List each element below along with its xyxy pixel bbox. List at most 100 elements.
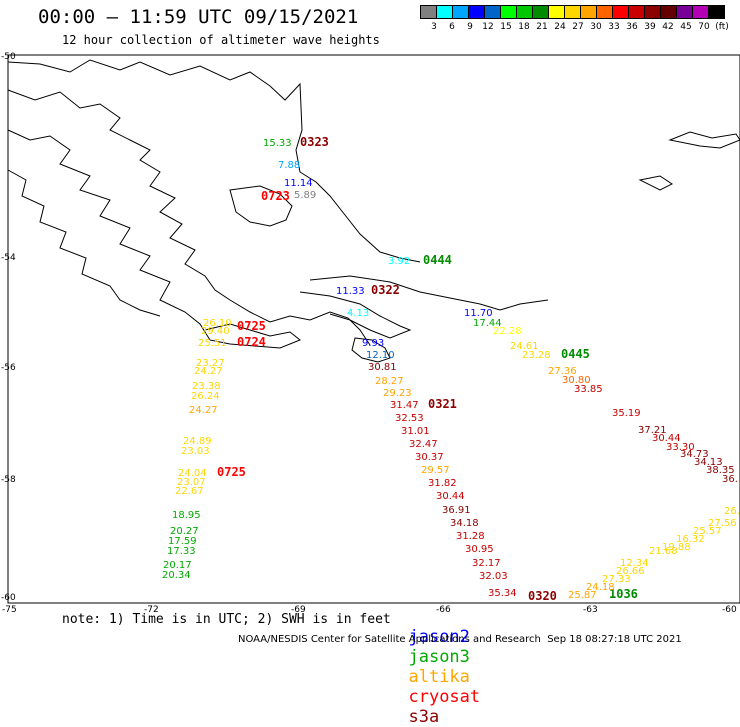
- pass-time: 0444: [423, 253, 452, 267]
- colorbar-label: 6: [449, 22, 455, 32]
- wave-height-value: 26.66: [616, 566, 645, 577]
- wave-height-value: 28.27: [375, 376, 404, 387]
- wave-height-value: 31.01: [401, 426, 430, 437]
- wave-height-value: 12.10: [366, 350, 395, 361]
- colorbar-label: 15: [500, 22, 512, 32]
- satellite-legend: jason2 jason3 altika cryosat s3a: [388, 607, 480, 727]
- wave-height-value: 24.61: [510, 341, 539, 352]
- altimeter-map: -75 -72 -69 -66 -63 -60 -50 -54 -56 -58 …: [1, 52, 740, 615]
- pass-time: 0323: [300, 135, 329, 149]
- wave-height-value: 16.32: [676, 534, 705, 545]
- wave-height-value: 17.33: [167, 546, 196, 557]
- wave-height-value: 11.14: [284, 178, 313, 189]
- wave-height-value: 30.37: [415, 452, 444, 463]
- map-frame: [7, 54, 740, 604]
- wave-height-value: 22.67: [175, 486, 204, 497]
- wave-height-value: 33.85: [574, 384, 603, 395]
- lat-tick-label: -56: [1, 363, 16, 373]
- wave-height-value: 24.04: [178, 468, 207, 479]
- colorbar-label: 12: [482, 22, 494, 32]
- wave-height-value: 33.30: [666, 442, 695, 453]
- wave-height-value: 26.24: [191, 391, 220, 402]
- wave-height-value: 30.95: [465, 544, 494, 555]
- wave-height-value: 23.38: [192, 381, 221, 392]
- wave-height-value: 31.82: [428, 478, 457, 489]
- wave-height-value: 11.33: [336, 286, 365, 297]
- wave-height-value: 30.81: [368, 362, 397, 373]
- pass-time: 0724: [237, 335, 266, 349]
- wave-height-value: 20.17: [163, 560, 192, 571]
- footnote: note: 1) Time is in UTC; 2) SWH is in fe…: [62, 612, 391, 627]
- pass-time: 0723: [261, 189, 290, 203]
- lon-tick-label: -75: [2, 605, 17, 615]
- lon-tick-label: -69: [291, 605, 306, 615]
- pass-time: 1036: [609, 587, 638, 601]
- wave-height-value: 19.88: [662, 542, 691, 553]
- legend-item-s3a: s3a: [408, 707, 440, 727]
- colorbar-label: 36: [626, 22, 638, 32]
- wave-height-value: 23.27: [196, 358, 225, 369]
- wave-height-value: 32.17: [472, 558, 501, 569]
- wave-height-value: 12.34: [620, 558, 649, 569]
- wave-height-value: 18.95: [172, 510, 201, 521]
- wave-height-value: 22.28: [493, 326, 522, 337]
- pass-time: 0320: [528, 589, 557, 603]
- wave-height-value: 11.70: [464, 308, 493, 319]
- wave-height-value: 34.73: [680, 449, 709, 460]
- wave-height-value: 5.89: [294, 190, 316, 201]
- wave-height-value: 4.13: [347, 308, 369, 319]
- wave-height-value: 26.10: [203, 318, 232, 329]
- wave-height-value: 21.68: [649, 546, 678, 557]
- wave-height-value: 24.27: [194, 366, 223, 377]
- wave-height-value: 32.03: [479, 571, 508, 582]
- wave-height-value: 27.36: [548, 366, 577, 377]
- wave-height-value: 38.35: [706, 465, 735, 476]
- longitude-tick-labels: -75 -72 -69 -66 -63 -60: [2, 605, 737, 615]
- wave-height-value: 32.53: [395, 413, 424, 424]
- legend-item-altika: altika: [408, 667, 470, 687]
- colorbar-label: 33: [608, 22, 620, 32]
- wave-height-value: 35.19: [612, 408, 641, 419]
- pass-time: 0321: [428, 397, 457, 411]
- map-subtitle: 12 hour collection of altimeter wave hei…: [62, 33, 380, 47]
- map-title: 00:00 – 11:59 UTC 09/15/2021: [38, 6, 359, 28]
- pass-time: 0445: [561, 347, 590, 361]
- wave-height-value: 27.33: [602, 574, 631, 585]
- lon-tick-label: -60: [722, 605, 737, 615]
- colorbar-swatch: [708, 5, 725, 19]
- pass-time: 0725: [217, 465, 246, 479]
- colorbar-label: 45: [680, 22, 692, 32]
- wave-height-value: 24.27: [189, 405, 218, 416]
- lat-tick-label: -54: [1, 253, 16, 263]
- colorbar-label: 27: [572, 22, 584, 32]
- wave-height-value: 30.44: [436, 491, 465, 502]
- lat-tick-label: -60: [1, 593, 16, 603]
- wave-height-value: 30.80: [562, 375, 591, 386]
- wave-height-value: 20.34: [162, 570, 191, 581]
- wave-height-value: 30.44: [652, 433, 681, 444]
- colorbar-label: 42: [662, 22, 674, 32]
- wave-height-value: 24.89: [183, 436, 212, 447]
- wave-height-value: 29.23: [383, 388, 412, 399]
- wave-height-value: 3.92: [388, 256, 410, 267]
- colorbar-label: 18: [518, 22, 530, 32]
- wave-height-value: 17.44: [473, 318, 502, 329]
- wave-height-value: 23.03: [181, 446, 210, 457]
- coastline: [7, 59, 740, 363]
- wave-height-value: 9.93: [362, 338, 384, 349]
- colorbar-label: 21: [536, 22, 548, 32]
- wave-height-value: 29.57: [421, 465, 450, 476]
- pass-time: 0322: [371, 283, 400, 297]
- wave-height-value: 20.27: [170, 526, 199, 537]
- colorbar-label: (ft): [715, 22, 729, 32]
- wave-height-value: 27.56: [708, 518, 737, 529]
- wave-height-value: 36.91: [442, 505, 471, 516]
- lat-tick-label: -58: [1, 475, 16, 485]
- pass-time: 0725: [237, 319, 266, 333]
- wave-height-value: 36.: [722, 474, 738, 485]
- pass-time-labels: 0323 0723 0444 0322 0445 0321 0725 0724 …: [217, 135, 638, 603]
- legend-item-cryosat: cryosat: [408, 687, 481, 707]
- wave-height-value: 7.88: [278, 160, 300, 171]
- legend-item-jason2: jason2: [408, 627, 470, 647]
- wave-height-observations: 15.33 7.88 11.14 5.89 3.92 11.33 4.13 11…: [162, 138, 740, 601]
